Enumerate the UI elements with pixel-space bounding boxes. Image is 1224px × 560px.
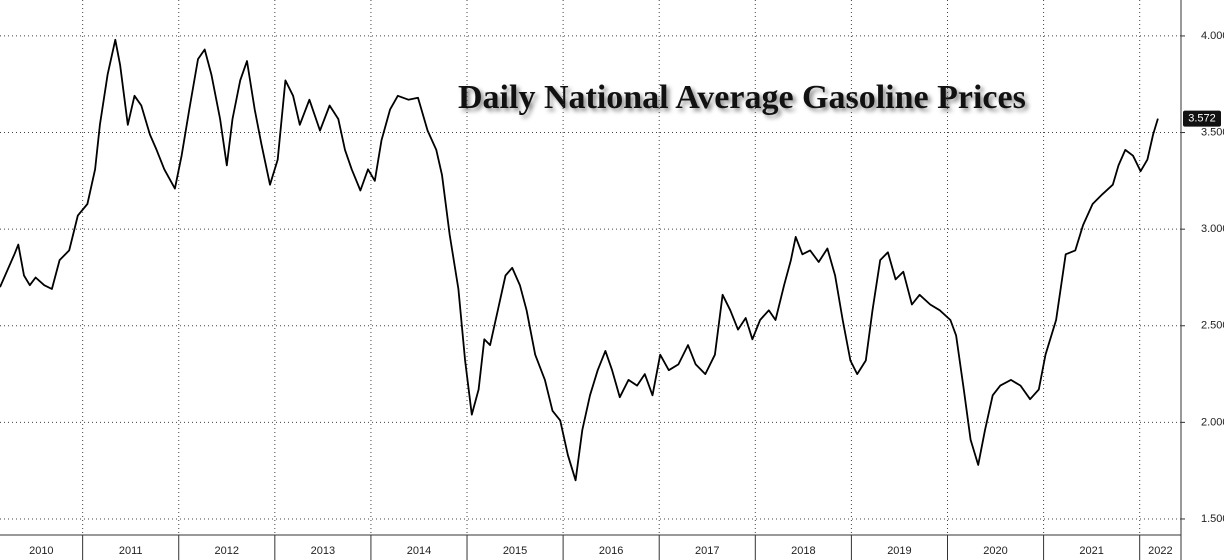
x-tick-label: 2014 (407, 545, 431, 557)
x-tick-label: 2022 (1148, 545, 1172, 557)
x-tick-label: 2020 (983, 545, 1007, 557)
x-tick-label: 2016 (599, 545, 623, 557)
y-tick-label: 2.500 (1201, 320, 1224, 332)
chart-title: Daily National Average Gasoline Prices (458, 79, 1026, 116)
last-price-box (1183, 110, 1221, 127)
y-tick-label: 1.500 (1201, 513, 1224, 525)
x-tick-label: 2010 (29, 545, 53, 557)
x-tick-label: 2021 (1079, 545, 1103, 557)
x-tick-label: 2011 (119, 545, 143, 557)
x-tick-label: 2017 (695, 545, 719, 557)
x-tick-label: 2015 (503, 545, 527, 557)
y-tick-label: 2.000 (1201, 416, 1224, 428)
y-tick-label: 3.500 (1201, 126, 1224, 138)
price-line (0, 38, 1159, 482)
y-tick-label: 3.000 (1201, 223, 1224, 235)
y-tick-label: 4.000 (1201, 30, 1224, 42)
x-tick-label: 2012 (215, 545, 239, 557)
last-price-label: 3.572 (1188, 113, 1216, 125)
x-tick-label: 2019 (887, 545, 911, 557)
x-tick-label: 2013 (311, 545, 335, 557)
x-tick-label: 2018 (791, 545, 815, 557)
